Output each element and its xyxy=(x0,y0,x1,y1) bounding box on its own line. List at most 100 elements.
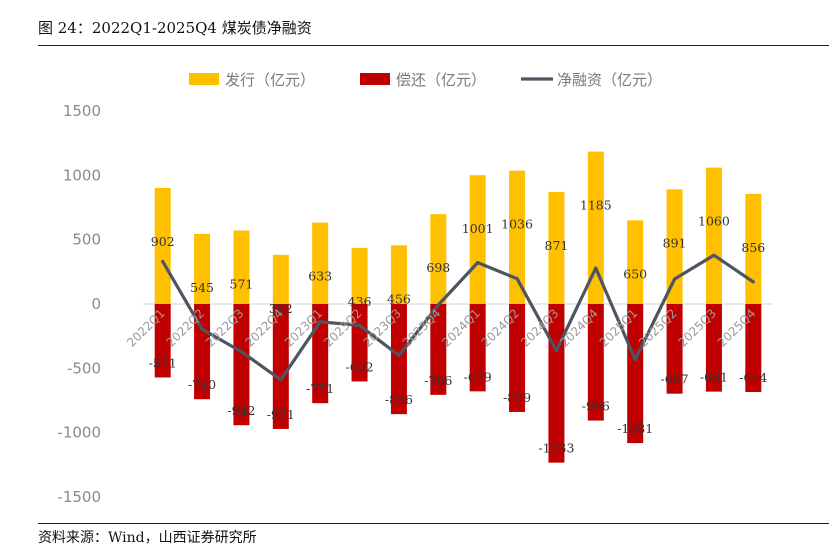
issuance-value-label: 382 xyxy=(269,301,293,316)
bottom-divider xyxy=(38,523,829,524)
net-financing-point xyxy=(515,277,519,281)
repayment-value-label: -571 xyxy=(149,355,177,370)
net-financing-point xyxy=(554,348,559,353)
repayment-value-label: -679 xyxy=(464,369,492,384)
issuance-value-label: 1060 xyxy=(698,214,730,229)
issuance-value-label: 871 xyxy=(545,238,569,253)
issuance-bar xyxy=(154,187,171,304)
y-tick-label: -1500 xyxy=(57,488,101,506)
y-tick-label: 1000 xyxy=(63,166,101,184)
net-financing-point xyxy=(161,259,165,264)
issuance-value-label: 545 xyxy=(190,280,214,295)
issuance-value-label: 436 xyxy=(348,294,372,309)
issuance-value-label: 650 xyxy=(623,266,647,281)
repayment-value-label: -942 xyxy=(227,403,255,418)
issuance-bar xyxy=(194,233,211,304)
labels-layer: 902 545 571 382 633 436 456 698 1001 1036 871 1185 6… xyxy=(149,198,768,456)
legend-repayment-swatch xyxy=(360,73,390,85)
net-financing-point xyxy=(672,277,677,281)
bars-layer xyxy=(154,151,762,463)
issuance-value-label: 633 xyxy=(308,269,332,284)
repayment-value-label: -971 xyxy=(267,407,295,422)
repayment-value-label: -856 xyxy=(385,392,413,407)
line-layer xyxy=(161,253,755,382)
repayment-bar xyxy=(509,304,526,412)
repayment-bar xyxy=(705,304,722,392)
repayment-bar xyxy=(587,304,604,421)
issuance-bar xyxy=(390,245,407,304)
legend: 发行（亿元） 偿还（亿元） 净融资（亿元） xyxy=(189,71,662,89)
repayment-bar xyxy=(390,304,407,415)
net-financing-point xyxy=(200,327,204,331)
net-financing-point xyxy=(436,303,440,307)
issuance-bar xyxy=(312,222,329,304)
repayment-bar xyxy=(430,304,447,395)
legend-issuance-label: 发行（亿元） xyxy=(225,71,315,89)
net-financing-point xyxy=(712,253,716,257)
net-financing-point xyxy=(279,378,283,382)
net-financing-point xyxy=(239,350,244,354)
net-financing-point xyxy=(318,320,322,324)
repayment-value-label: -1081 xyxy=(617,421,653,436)
issuance-bar xyxy=(469,175,486,304)
issuance-value-label: 891 xyxy=(663,235,687,250)
repayment-value-label: -697 xyxy=(661,372,689,387)
repayment-value-label: -906 xyxy=(582,399,610,414)
figure-title: 图 24：2022Q1-2025Q4 煤炭债净融资 xyxy=(38,19,312,37)
issuance-bar xyxy=(627,220,644,304)
repayment-bar xyxy=(272,304,289,429)
issuance-bar xyxy=(233,230,250,304)
repayment-bar xyxy=(627,304,644,444)
net-financing-point xyxy=(594,266,598,270)
repayment-bar xyxy=(194,304,211,400)
y-tick-label: 1500 xyxy=(63,102,101,120)
repayment-bar xyxy=(233,304,250,426)
issuance-bar xyxy=(509,170,526,304)
net-financing-point xyxy=(357,323,362,327)
y-tick-label: -500 xyxy=(67,359,101,377)
issuance-bar xyxy=(548,191,565,304)
issuance-value-label: 856 xyxy=(741,240,765,255)
issuance-bar xyxy=(705,167,722,304)
net-financing-line xyxy=(161,253,755,382)
y-tick-label: 500 xyxy=(72,231,101,249)
repayment-bar xyxy=(745,304,762,393)
issuance-value-label: 456 xyxy=(387,291,411,306)
source-note: 资料来源：Wind，山西证券研究所 xyxy=(38,530,257,546)
repayment-bar xyxy=(351,304,368,382)
issuance-value-label: 698 xyxy=(426,260,450,275)
legend-issuance-swatch xyxy=(189,73,219,85)
issuance-value-label: 571 xyxy=(230,277,254,292)
repayment-value-label: -681 xyxy=(700,370,728,385)
issuance-value-label: 902 xyxy=(151,234,175,249)
repayment-value-label: -1233 xyxy=(538,441,574,456)
issuance-bar xyxy=(430,214,447,304)
repayment-value-label: -839 xyxy=(503,390,531,405)
net-financing-point xyxy=(633,357,637,362)
repayment-bar xyxy=(154,304,171,378)
issuance-bar xyxy=(351,247,368,304)
issuance-bar xyxy=(272,254,289,304)
repayment-value-label: -602 xyxy=(346,359,374,374)
repayment-bar xyxy=(469,304,486,392)
top-divider xyxy=(38,45,829,46)
issuance-bar xyxy=(587,151,604,304)
issuance-value-label: 1001 xyxy=(462,221,494,236)
repayment-value-label: -771 xyxy=(306,381,334,396)
issuance-value-label: 1185 xyxy=(580,198,612,213)
y-tick-label: -1000 xyxy=(57,424,101,442)
repayment-bar xyxy=(548,304,565,463)
repayment-value-label: -706 xyxy=(424,373,452,388)
net-financing-point xyxy=(476,260,480,265)
repayment-value-label: -684 xyxy=(739,370,767,385)
y-tick-label: 0 xyxy=(91,295,101,313)
net-financing-point xyxy=(397,353,401,358)
legend-repayment-label: 偿还（亿元） xyxy=(396,71,486,89)
repayment-value-label: -740 xyxy=(188,377,216,392)
net-financing-point xyxy=(751,280,755,284)
issuance-value-label: 1036 xyxy=(501,217,533,232)
issuance-bar xyxy=(745,193,762,304)
legend-net-financing-label: 净融资（亿元） xyxy=(557,71,662,89)
repayment-bar xyxy=(666,304,683,394)
